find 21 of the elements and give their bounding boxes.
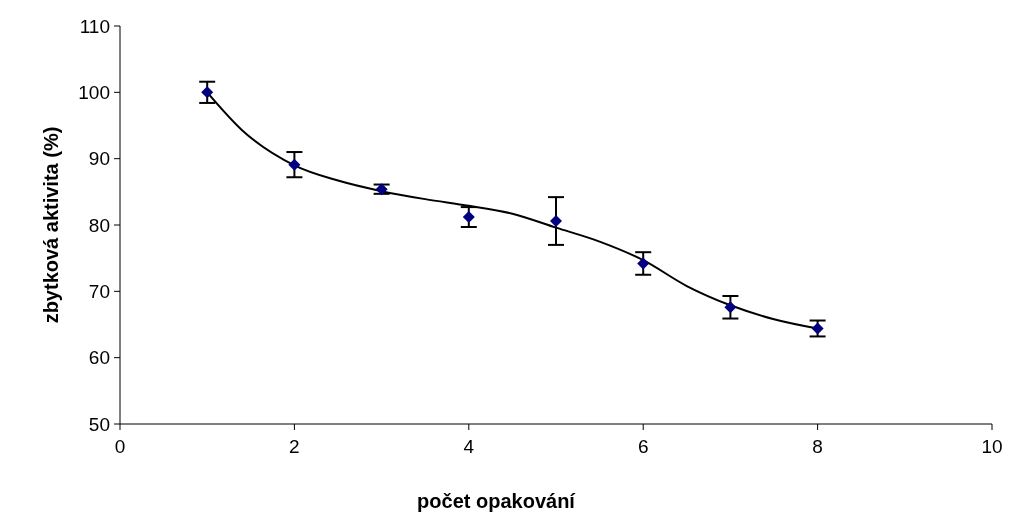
y-tick-label: 50 [88, 413, 110, 435]
x-tick-label: 6 [637, 436, 649, 457]
y-tick-label: 80 [88, 214, 110, 236]
x-tick-label: 2 [289, 436, 300, 457]
point [724, 301, 737, 314]
y-tick-label: 110 [79, 15, 110, 37]
x-axis-title: počet opakování [417, 490, 577, 512]
point [288, 158, 301, 171]
y-tick-label: 100 [78, 81, 110, 103]
y-axis-title: zbytková aktivita (%) [40, 126, 62, 324]
y-tick-label: 60 [88, 347, 110, 369]
point [550, 215, 562, 228]
point [201, 86, 214, 99]
x-tick-label: 8 [812, 436, 823, 457]
x-tick-label: 10 [981, 436, 1003, 457]
x-tick-label: 0 [114, 436, 126, 457]
y-tick-label: 90 [88, 148, 110, 170]
y-tick-label: 70 [88, 280, 110, 302]
x-tick-label: 4 [463, 436, 475, 457]
point [462, 211, 475, 224]
point [637, 257, 650, 270]
